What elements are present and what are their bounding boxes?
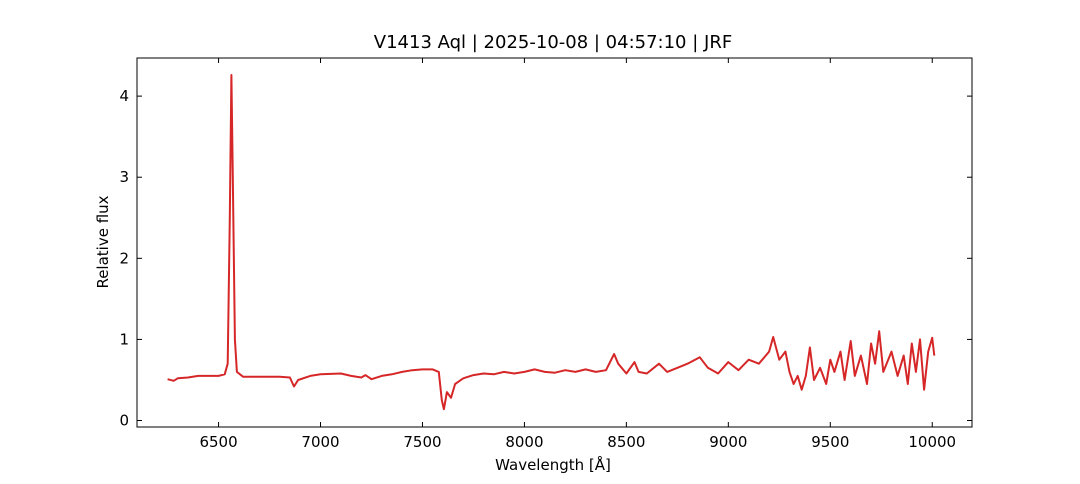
x-tick-label: 8000 <box>505 433 543 451</box>
x-tick-label: 10000 <box>908 433 956 451</box>
x-tick-label: 6500 <box>199 433 237 451</box>
x-tick-label: 7000 <box>301 433 339 451</box>
x-tick-label: 9000 <box>709 433 747 451</box>
y-tick-label: 1 <box>119 330 129 348</box>
y-tick-label: 4 <box>119 87 129 105</box>
x-tick-label: 9500 <box>811 433 849 451</box>
y-axis-label: Relative flux <box>94 195 112 288</box>
y-tick-label: 3 <box>119 168 129 186</box>
spectrum-line <box>167 74 936 411</box>
y-tick-label: 2 <box>119 249 129 267</box>
x-tick-label: 8500 <box>607 433 645 451</box>
x-tick-label: 7500 <box>403 433 441 451</box>
x-axis-label: Wavelength [Å] <box>495 455 611 474</box>
y-tick-label: 0 <box>119 412 129 430</box>
plot-frame <box>136 57 973 428</box>
chart-title: V1413 Aql | 2025-10-08 | 04:57:10 | JRF <box>374 32 732 53</box>
